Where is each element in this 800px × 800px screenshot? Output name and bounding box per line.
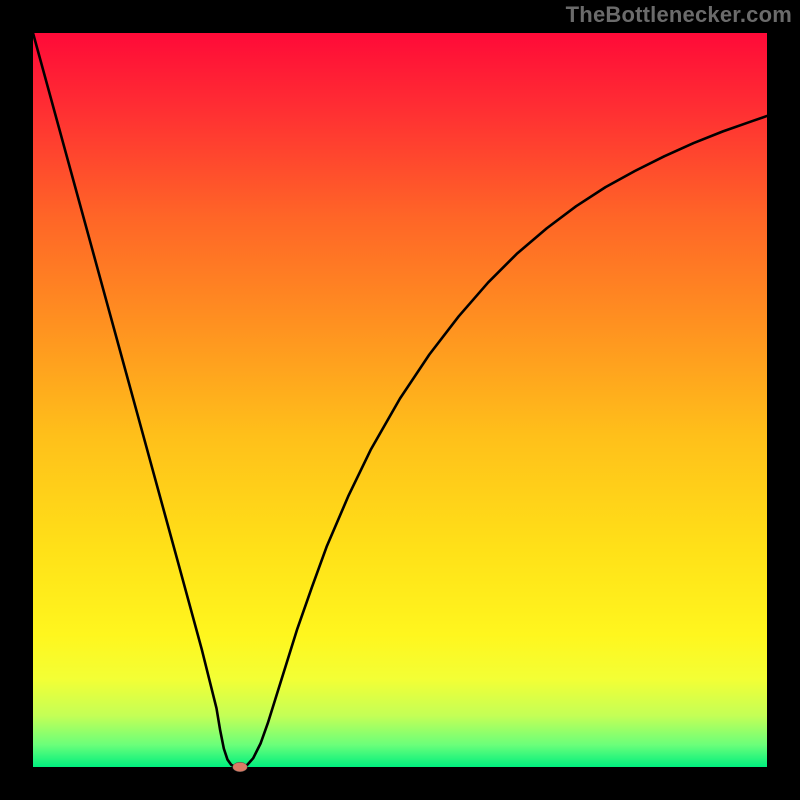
chart-frame: TheBottlenecker.com xyxy=(0,0,800,800)
plot-group xyxy=(33,33,767,772)
optimum-marker xyxy=(233,762,248,772)
watermark-text: TheBottlenecker.com xyxy=(566,2,792,28)
chart-svg xyxy=(0,0,800,800)
